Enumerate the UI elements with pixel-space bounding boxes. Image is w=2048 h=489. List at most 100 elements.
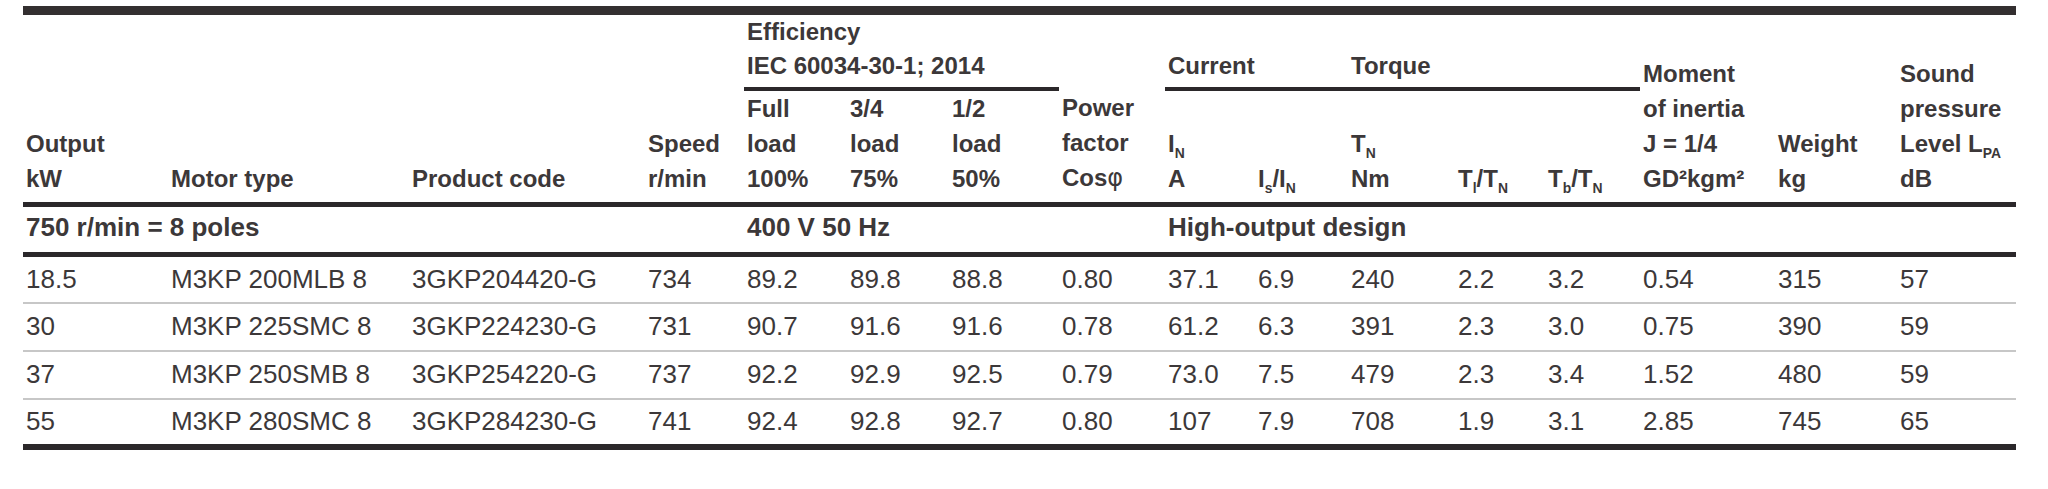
header-line: 50% — [952, 161, 1055, 196]
cell-product-code: 3GKP204420-G — [409, 255, 645, 303]
cell-weight: 315 — [1775, 255, 1897, 303]
header-line: Full — [747, 91, 843, 126]
header-line: Product code — [412, 161, 641, 196]
cell-eff-full: 89.2 — [744, 255, 847, 303]
cell-current-in: 37.1 — [1165, 255, 1255, 303]
header-line: Moment — [1643, 56, 1771, 91]
header-line: Is/IN — [1258, 161, 1344, 196]
subscript-n: N — [1366, 145, 1376, 161]
col-header-output: Output kW — [23, 89, 168, 205]
subscript-n: N — [1286, 180, 1296, 196]
col-header-speed: Speed r/min — [645, 89, 744, 205]
group-spacer — [23, 11, 744, 90]
header-line: Sound — [1900, 56, 2012, 91]
efficiency-group-label: Efficiency — [747, 15, 1055, 49]
section-supply-label: 400 V 50 Hz — [744, 205, 1165, 255]
table-row: 18.5 M3KP 200MLB 8 3GKP204420-G 734 89.2… — [23, 255, 2016, 303]
header-line: pressure — [1900, 91, 2012, 126]
cell-tl-tn: 2.3 — [1455, 351, 1545, 399]
col-header-nominal-torque: TN Nm — [1348, 89, 1455, 205]
cell-speed: 741 — [645, 399, 744, 447]
motor-spec-table: Efficiency IEC 60034-30-1; 2014 Current … — [23, 6, 2016, 450]
cell-tb-tn: 3.4 — [1545, 351, 1640, 399]
col-header-starting-current-ratio: Is/IN — [1255, 89, 1348, 205]
cell-motor-type: M3KP 250SMB 8 — [168, 351, 409, 399]
cell-tb-tn: 3.2 — [1545, 255, 1640, 303]
cell-output-kw: 30 — [23, 303, 168, 351]
cell-eff-full: 92.2 — [744, 351, 847, 399]
header-line: Tb/TN — [1548, 161, 1636, 196]
cell-product-code: 3GKP284230-G — [409, 399, 645, 447]
table-row: 55 M3KP 280SMC 8 3GKP284230-G 741 92.4 9… — [23, 399, 2016, 447]
header-line: kW — [26, 161, 164, 196]
cell-torque-tn: 708 — [1348, 399, 1455, 447]
group-header-torque: Torque — [1348, 11, 1640, 90]
header-line: load — [850, 126, 945, 161]
header-line: TN — [1351, 126, 1451, 161]
cell-is-in: 7.9 — [1255, 399, 1348, 447]
col-header-motor-type: Motor type — [168, 89, 409, 205]
header-line: Cosφ — [1062, 160, 1161, 196]
header-line: J = 1/4 — [1643, 126, 1771, 161]
header-line: r/min — [648, 161, 740, 196]
subscript-b: b — [1563, 180, 1572, 196]
header-line: Motor type — [171, 161, 405, 196]
cell-eff-75: 89.8 — [847, 255, 949, 303]
cell-eff-50: 92.5 — [949, 351, 1059, 399]
cell-speed: 731 — [645, 303, 744, 351]
cell-eff-75: 92.9 — [847, 351, 949, 399]
header-line: kg — [1778, 161, 1893, 196]
header-line: load — [747, 126, 843, 161]
cell-is-in: 6.3 — [1255, 303, 1348, 351]
cell-eff-full: 92.4 — [744, 399, 847, 447]
cell-sound-level: 59 — [1897, 351, 2016, 399]
col-header-full-load: Full load 100% — [744, 89, 847, 205]
efficiency-standard-label: IEC 60034-30-1; 2014 — [747, 49, 1055, 83]
cell-motor-type: M3KP 280SMC 8 — [168, 399, 409, 447]
header-line: A — [1168, 161, 1251, 196]
cell-sound-level: 65 — [1897, 399, 2016, 447]
header-line: Speed — [648, 126, 740, 161]
cell-is-in: 7.5 — [1255, 351, 1348, 399]
subscript-pa: PA — [1983, 145, 2001, 161]
cell-eff-full: 90.7 — [744, 303, 847, 351]
col-header-power-factor: Power factor Cosφ — [1059, 89, 1165, 205]
header-line: dB — [1900, 161, 2012, 196]
cell-weight: 745 — [1775, 399, 1897, 447]
cell-power-factor: 0.80 — [1059, 255, 1165, 303]
subscript-n: N — [1593, 180, 1603, 196]
cell-motor-type: M3KP 200MLB 8 — [168, 255, 409, 303]
table-row: 30 M3KP 225SMC 8 3GKP224230-G 731 90.7 9… — [23, 303, 2016, 351]
cell-output-kw: 18.5 — [23, 255, 168, 303]
section-design-label: High-output design — [1165, 205, 2016, 255]
cell-eff-75: 92.8 — [847, 399, 949, 447]
cell-tl-tn: 1.9 — [1455, 399, 1545, 447]
cell-moment-inertia: 2.85 — [1640, 399, 1775, 447]
cell-motor-type: M3KP 225SMC 8 — [168, 303, 409, 351]
cell-sound-level: 57 — [1897, 255, 2016, 303]
cell-tb-tn: 3.1 — [1545, 399, 1640, 447]
col-header-product-code: Product code — [409, 89, 645, 205]
table-row: 37 M3KP 250SMB 8 3GKP254220-G 737 92.2 9… — [23, 351, 2016, 399]
header-line: load — [952, 126, 1055, 161]
cell-power-factor: 0.80 — [1059, 399, 1165, 447]
header-line: Nm — [1351, 161, 1451, 196]
cell-output-kw: 55 — [23, 399, 168, 447]
group-header-current: Current — [1165, 11, 1348, 90]
cell-current-in: 73.0 — [1165, 351, 1255, 399]
cell-eff-75: 91.6 — [847, 303, 949, 351]
cell-eff-50: 92.7 — [949, 399, 1059, 447]
group-header-efficiency: Efficiency IEC 60034-30-1; 2014 — [744, 11, 1059, 90]
cell-product-code: 3GKP254220-G — [409, 351, 645, 399]
col-header-three-quarter-load: 3/4 load 75% — [847, 89, 949, 205]
col-header-breakdown-torque-ratio: Tb/TN — [1545, 89, 1640, 205]
header-line: Output — [26, 126, 164, 161]
cell-weight: 480 — [1775, 351, 1897, 399]
cell-sound-level: 59 — [1897, 303, 2016, 351]
cell-power-factor: 0.79 — [1059, 351, 1165, 399]
header-line: GD²kgm² — [1643, 161, 1771, 196]
cell-weight: 390 — [1775, 303, 1897, 351]
cell-is-in: 6.9 — [1255, 255, 1348, 303]
cell-current-in: 107 — [1165, 399, 1255, 447]
col-header-sound-pressure: Sound pressure Level LPA dB — [1897, 11, 2016, 205]
